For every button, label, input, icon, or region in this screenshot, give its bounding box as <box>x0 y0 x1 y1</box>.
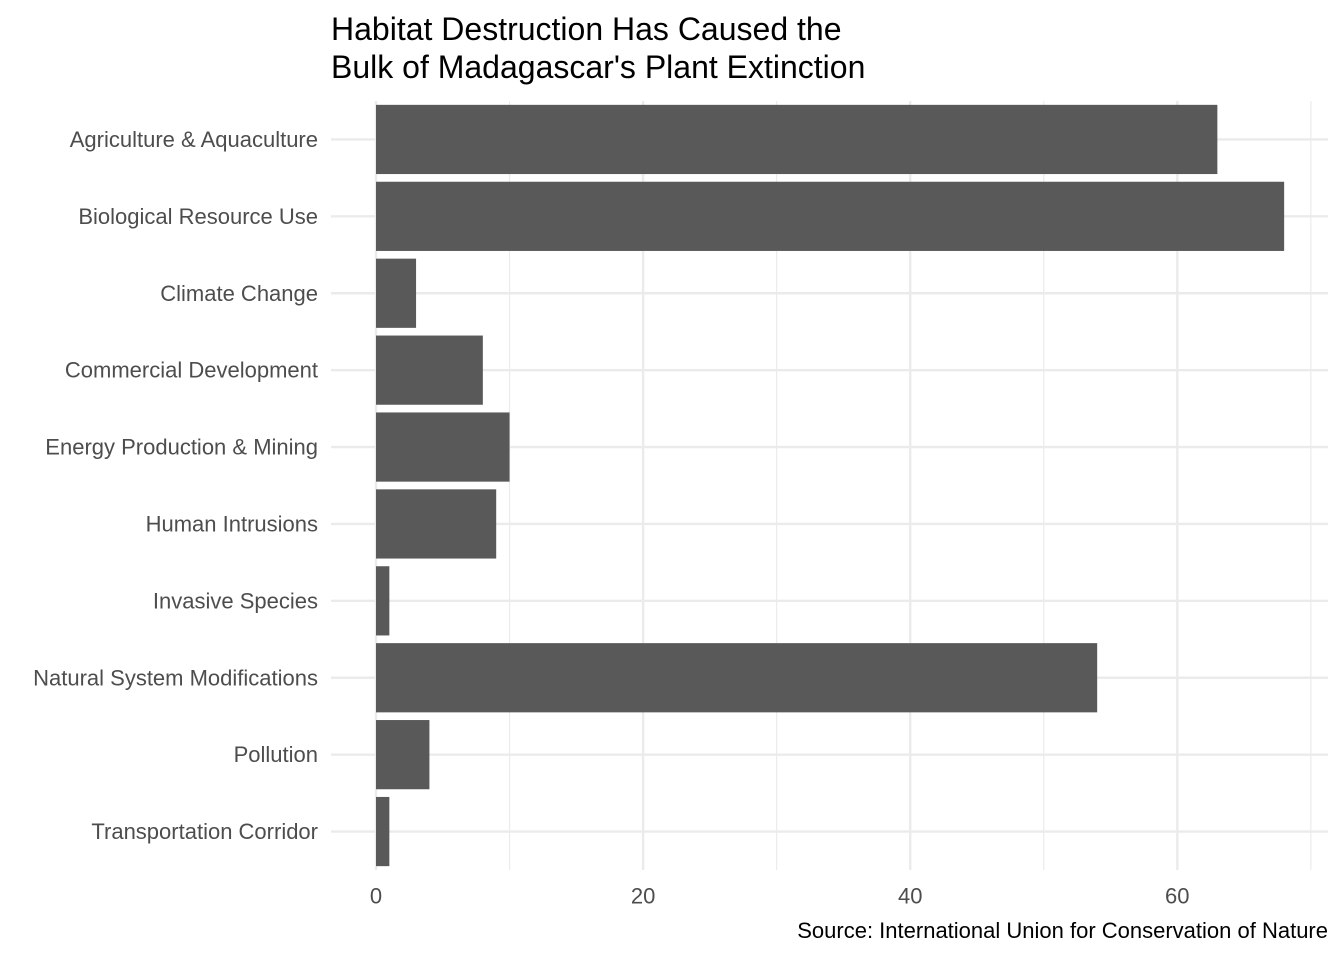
bar <box>376 104 1218 175</box>
x-tick-label: 40 <box>898 884 922 909</box>
bar <box>376 643 1098 713</box>
y-tick-label: Invasive Species <box>153 588 318 613</box>
bar <box>376 412 510 482</box>
bar <box>376 258 417 328</box>
bar <box>376 489 497 559</box>
y-tick-label: Biological Resource Use <box>78 204 318 229</box>
y-axis-tick-labels: Agriculture & Aquaculture Biological Reso… <box>33 127 318 844</box>
bar <box>376 335 483 405</box>
bars <box>376 104 1285 867</box>
chart-title-line-2: Bulk of Madagascar's Plant Extinction <box>331 49 866 85</box>
y-tick-label: Pollution <box>234 742 318 767</box>
bar <box>376 796 390 867</box>
bar <box>376 181 1285 251</box>
x-tick-label: 0 <box>370 884 382 909</box>
y-tick-label: Transportation Corridor <box>91 819 318 844</box>
y-tick-label: Climate Change <box>160 281 318 306</box>
y-tick-label: Energy Production & Mining <box>45 435 318 460</box>
x-tick-label: 20 <box>631 884 655 909</box>
y-tick-label: Commercial Development <box>65 358 318 383</box>
x-tick-label: 60 <box>1165 884 1189 909</box>
source-caption: Source: International Union for Conserva… <box>797 918 1328 943</box>
y-tick-label: Natural System Modifications <box>33 665 318 690</box>
chart-title-line-1: Habitat Destruction Has Caused the <box>331 11 842 47</box>
y-tick-label: Agriculture & Aquaculture <box>70 127 318 152</box>
chart-title: Habitat Destruction Has Caused the Bulk … <box>331 10 865 86</box>
bar <box>376 566 390 636</box>
bar <box>376 720 430 790</box>
x-axis-tick-labels: 0 20 40 60 <box>370 884 1190 909</box>
y-tick-label: Human Intrusions <box>146 511 318 536</box>
